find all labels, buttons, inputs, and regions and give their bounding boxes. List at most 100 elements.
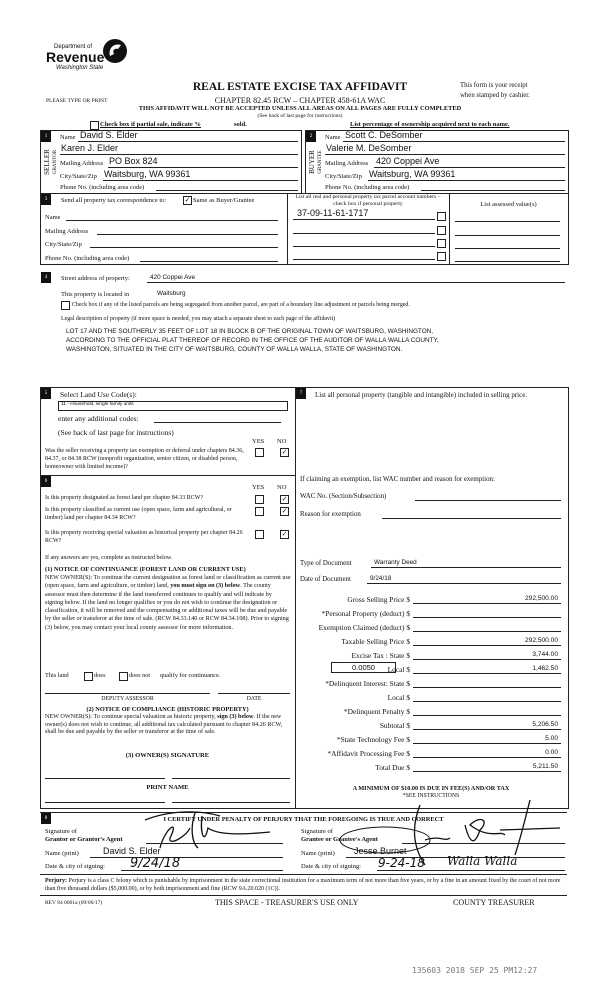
grantee-signature bbox=[339, 800, 561, 866]
forest-yes-checkbox[interactable] bbox=[255, 495, 264, 504]
current-use-question: Is this property classified as current u… bbox=[45, 507, 232, 522]
grantee-agent-label: Grantee or Grantee's Agent bbox=[301, 836, 378, 843]
tax-row-label: Gross Selling Price $ bbox=[347, 595, 410, 604]
reason-label: Reason for exemption bbox=[300, 511, 361, 518]
personal-property-checkbox-4[interactable] bbox=[437, 252, 446, 261]
please-type: PLEASE TYPE OR PRINT bbox=[46, 98, 108, 104]
does-label: does bbox=[94, 672, 106, 679]
buyer-mailing-field[interactable]: 420 Coppei Ave bbox=[376, 156, 440, 166]
sections-5-7-box bbox=[40, 387, 569, 809]
notice-compliance-title: (2) NOTICE OF COMPLIANCE (HISTORIC PROPE… bbox=[86, 706, 249, 713]
tax-row-value[interactable]: 5,211.50 bbox=[532, 763, 558, 770]
grantee-date-field[interactable]: 9-24-18 bbox=[378, 856, 425, 870]
tax-row-label: *Affidavit Processing Fee $ bbox=[327, 749, 410, 758]
tax-row-label: Exemption Claimed (deduct) $ bbox=[318, 623, 410, 632]
s3-name-label: Name bbox=[45, 214, 61, 221]
assessed-header: List assessed value(s) bbox=[480, 201, 537, 208]
section-3-number: 3 bbox=[41, 194, 51, 205]
doc-type-label: Type of Document bbox=[300, 560, 352, 567]
tax-row-value[interactable]: 292,500.00 bbox=[524, 595, 558, 602]
treasurer-use-label: THIS SPACE - TREASURER'S USE ONLY bbox=[215, 898, 359, 907]
yes-header: YES bbox=[252, 484, 265, 491]
tax-row-value[interactable]: 0.00 bbox=[545, 749, 558, 756]
logo-line2: Revenue bbox=[46, 49, 105, 65]
s3-city-label: City/State/Zip bbox=[45, 241, 82, 248]
land-use-title: Select Land Use Code(s): bbox=[60, 390, 137, 399]
does-not-qualify-checkbox[interactable] bbox=[119, 672, 128, 681]
legal-line: LOT 17 AND THE SOUTHERLY 35 FEET OF LOT … bbox=[66, 328, 434, 335]
form-revision: REV 84 0001a (09/06/17) bbox=[45, 900, 103, 906]
tax-row-value[interactable]: 3,744.00 bbox=[532, 651, 558, 658]
forest-no-checkbox[interactable]: ✓ bbox=[280, 495, 289, 504]
section-5-number: 5 bbox=[41, 388, 51, 399]
buyer-side-label: BUYER GRANTEE bbox=[308, 150, 323, 174]
yes-header: YES bbox=[252, 438, 265, 445]
doc-type-field[interactable]: Warranty Deed bbox=[374, 559, 417, 566]
see-back-note: (See back of last page for instructions) bbox=[257, 113, 343, 119]
deputy-assessor-label: DEPUTY ASSESSOR bbox=[101, 696, 154, 702]
seller-name2-field[interactable]: Karen J. Elder bbox=[61, 143, 119, 153]
buyer-phone-label: Phone No. (including area code) bbox=[325, 184, 410, 191]
historical-yes-checkbox[interactable] bbox=[255, 530, 264, 539]
same-as-buyer-checkbox[interactable]: ✓ bbox=[183, 196, 192, 205]
tax-row-value[interactable]: 5,206.50 bbox=[532, 721, 558, 728]
grantee-sig-label: Signature of bbox=[301, 828, 333, 835]
doc-date-field[interactable]: 9/24/18 bbox=[370, 575, 392, 582]
does-qualify-checkbox[interactable] bbox=[84, 672, 93, 681]
section-7-number: 7 bbox=[296, 388, 306, 399]
personal-property-checkbox-3[interactable] bbox=[437, 239, 446, 248]
section-1-number: 1 bbox=[41, 131, 51, 142]
print-name-label: PRINT NAME bbox=[146, 784, 189, 791]
grantor-name-field[interactable]: David S. Elder bbox=[103, 846, 161, 856]
no-header: NO bbox=[277, 484, 287, 491]
assessor-date-label: DATE bbox=[246, 696, 262, 702]
does-not-label: does not bbox=[129, 672, 151, 679]
buyer-mailing-label: Mailing Address bbox=[325, 160, 369, 167]
grantor-sig-label: Signature of bbox=[45, 828, 77, 835]
exemption-yes-checkbox[interactable] bbox=[255, 448, 264, 457]
tax-row-value[interactable]: 292,500.00 bbox=[524, 637, 558, 644]
current-use-yes-checkbox[interactable] bbox=[255, 507, 264, 516]
s3-phone-label: Phone No. (including area code) bbox=[45, 255, 130, 262]
tax-correspondence-section bbox=[40, 193, 569, 265]
buyer-name2-field[interactable]: Valerie M. DeSomber bbox=[326, 143, 412, 153]
notice-continuance-text: NEW OWNER(S): To continue the current de… bbox=[45, 575, 291, 631]
received-stamp: 135603 2018 SEP 25 PM12:27 bbox=[412, 966, 538, 975]
located-in-label: This property is located in bbox=[61, 291, 130, 298]
street-address-field[interactable]: 420 Coppei Ave bbox=[150, 274, 196, 281]
grantee-city-field[interactable]: Walla Walla bbox=[447, 854, 518, 868]
partial-sale-checkbox[interactable] bbox=[90, 121, 99, 130]
buyer-name-label: Name bbox=[325, 134, 341, 141]
seller-phone-label: Phone No. (including area code) bbox=[60, 184, 145, 191]
tax-row-value[interactable]: 1,462.50 bbox=[532, 665, 558, 672]
local-rate-box[interactable]: 0.0050 bbox=[331, 662, 396, 673]
seller-name-field[interactable]: David S. Elder bbox=[80, 130, 138, 140]
if-yes-note: If any answers are yes, complete as inst… bbox=[45, 555, 173, 561]
historical-no-checkbox[interactable]: ✓ bbox=[280, 530, 289, 539]
buyer-city-field[interactable]: Waitsburg, WA 99361 bbox=[369, 169, 456, 179]
doc-date-label: Date of Document bbox=[300, 576, 351, 583]
land-use-code-select[interactable]: 11 - Household, single family units bbox=[58, 401, 288, 411]
located-in-field[interactable]: Waitsburg bbox=[157, 290, 186, 297]
grantee-name-field[interactable]: Jesse Burnet bbox=[354, 846, 407, 856]
tax-row-value[interactable]: 5.00 bbox=[545, 735, 558, 742]
form-title: REAL ESTATE EXCISE TAX AFFIDAVIT bbox=[192, 81, 408, 93]
exemption-no-checkbox[interactable]: ✓ bbox=[280, 448, 289, 457]
seller-city-label: City/State/Zip bbox=[60, 173, 97, 180]
tax-row-label: Local $ bbox=[387, 665, 410, 674]
seller-city-field[interactable]: Waitsburg, WA 99361 bbox=[104, 169, 191, 179]
current-use-no-checkbox[interactable]: ✓ bbox=[280, 507, 289, 516]
dor-logo-mark-icon bbox=[103, 39, 127, 63]
buyer-name-field[interactable]: Scott C. DeSomber bbox=[345, 130, 423, 140]
minimum-due-note: A MINIMUM OF $10.00 IS DUE IN FEE(S) AND… bbox=[352, 785, 510, 792]
legal-description-label: Legal description of property (if more s… bbox=[61, 316, 336, 322]
parcel-number-1[interactable]: 37-09-11-61-1717 bbox=[297, 208, 369, 218]
qualify-label: qualify for continuance. bbox=[160, 672, 221, 679]
seller-mailing-field[interactable]: PO Box 824 bbox=[109, 156, 158, 166]
perjury-notice: Perjury: Perjury is a class C felony whi… bbox=[45, 878, 561, 892]
warning-text: THIS AFFIDAVIT WILL NOT BE ACCEPTED UNLE… bbox=[138, 105, 462, 112]
personal-property-checkbox-2[interactable] bbox=[437, 226, 446, 235]
grantor-date-field[interactable]: 9/24/18 bbox=[130, 856, 181, 871]
personal-property-checkbox-1[interactable] bbox=[437, 212, 446, 221]
segregated-checkbox[interactable] bbox=[61, 301, 70, 310]
